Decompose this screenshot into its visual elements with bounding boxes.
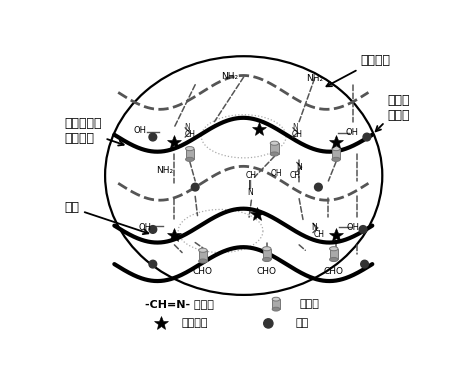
Circle shape	[361, 260, 368, 268]
Text: CH: CH	[184, 130, 195, 139]
Text: 罧甲基
壳聚糖: 罧甲基 壳聚糖	[376, 94, 410, 131]
Ellipse shape	[332, 147, 340, 151]
Text: 醉基化改性
透明质酸: 醉基化改性 透明质酸	[64, 117, 124, 146]
Bar	[270, 143, 279, 154]
Ellipse shape	[272, 307, 280, 311]
Circle shape	[149, 133, 157, 141]
Text: OH: OH	[346, 128, 358, 137]
Text: 聚乙烯醇: 聚乙烯醇	[327, 54, 391, 86]
Text: OH: OH	[138, 223, 151, 232]
Bar	[332, 149, 340, 159]
Text: 氢键: 氢键	[295, 318, 309, 328]
Ellipse shape	[329, 247, 338, 251]
Ellipse shape	[329, 258, 338, 261]
Ellipse shape	[263, 247, 271, 251]
Text: OH: OH	[270, 169, 282, 178]
Bar	[272, 299, 280, 309]
Bar	[185, 149, 194, 159]
Text: CH: CH	[292, 130, 303, 139]
Ellipse shape	[199, 248, 207, 252]
Text: NH₂: NH₂	[221, 72, 238, 82]
Circle shape	[363, 133, 371, 141]
Text: N: N	[247, 188, 253, 197]
Bar	[329, 249, 338, 259]
Text: N: N	[184, 122, 191, 132]
Text: OH: OH	[134, 126, 146, 136]
Text: ‖: ‖	[248, 180, 252, 189]
Circle shape	[149, 226, 157, 233]
Circle shape	[315, 183, 322, 191]
Ellipse shape	[270, 141, 279, 145]
Text: 硜酸酯键: 硜酸酯键	[182, 318, 209, 328]
Circle shape	[359, 226, 367, 233]
Text: CH: CH	[290, 171, 301, 180]
Ellipse shape	[272, 297, 280, 301]
Text: N: N	[312, 223, 318, 232]
Text: -CH=N- 亚胺键: -CH=N- 亚胺键	[146, 299, 214, 309]
Text: CHO: CHO	[324, 266, 344, 276]
Text: NH₂: NH₂	[306, 74, 323, 83]
Text: CH: CH	[246, 171, 257, 180]
Text: OH: OH	[347, 223, 360, 232]
Bar	[263, 249, 271, 259]
Bar	[199, 250, 207, 261]
Ellipse shape	[263, 258, 271, 261]
Text: 硜酸: 硜酸	[64, 201, 148, 234]
Circle shape	[191, 183, 199, 191]
Circle shape	[264, 319, 273, 328]
Ellipse shape	[332, 157, 340, 161]
Text: CHO: CHO	[193, 266, 213, 276]
Text: 缩醉键: 缩醉键	[299, 299, 319, 309]
Ellipse shape	[185, 147, 194, 151]
Text: N: N	[296, 163, 302, 172]
Text: NH₂: NH₂	[156, 166, 173, 176]
Text: N: N	[292, 122, 298, 132]
Ellipse shape	[185, 157, 194, 161]
Text: CHO: CHO	[257, 266, 277, 276]
Text: CH: CH	[314, 230, 325, 239]
Ellipse shape	[199, 259, 207, 263]
Ellipse shape	[270, 152, 279, 156]
Circle shape	[149, 260, 157, 268]
